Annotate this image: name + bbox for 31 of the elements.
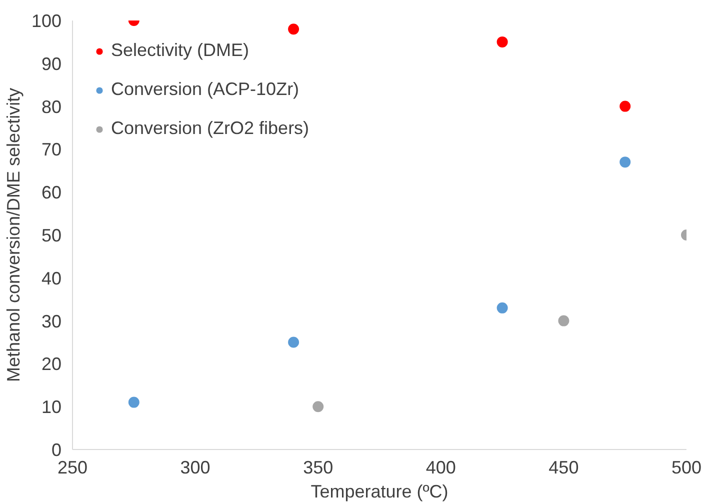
x-tick-label: 500: [671, 458, 702, 478]
y-tick-label: 40: [41, 268, 62, 288]
y-tick-label: 0: [51, 440, 62, 460]
y-axis-title: Methanol conversion/DME selectivity: [3, 88, 24, 382]
x-tick-label: 450: [548, 458, 579, 478]
x-tick-label: 250: [57, 458, 88, 478]
x-tick-label: 300: [180, 458, 210, 478]
y-tick-label: 60: [41, 182, 62, 203]
x-axis-title: Temperature (ºC): [310, 482, 448, 502]
y-tick-label: 20: [41, 354, 62, 374]
point: [128, 396, 140, 408]
point: [288, 24, 300, 35]
y-tick-label: 50: [41, 226, 62, 246]
legend-label: Conversion (ACP-10Zr): [111, 79, 300, 100]
x-tick-label: 350: [303, 458, 334, 478]
point: [496, 302, 508, 314]
y-tick-label: 30: [41, 311, 62, 332]
y-tick-label: 80: [41, 96, 62, 117]
legend-label: Conversion (ZrO2 fibers): [111, 118, 310, 139]
legend-label: Selectivity (DME): [111, 40, 250, 61]
x-tick-label: 400: [426, 458, 456, 478]
point: [620, 100, 631, 112]
y-tick-label: 10: [41, 397, 62, 418]
point: [288, 336, 300, 348]
y-tick-label: 70: [41, 140, 62, 160]
y-tick-label: 90: [41, 54, 62, 74]
point: [558, 315, 570, 326]
y-tick-label: 100: [31, 11, 62, 31]
point: [312, 401, 324, 412]
point: [496, 36, 508, 48]
point: [620, 156, 631, 168]
